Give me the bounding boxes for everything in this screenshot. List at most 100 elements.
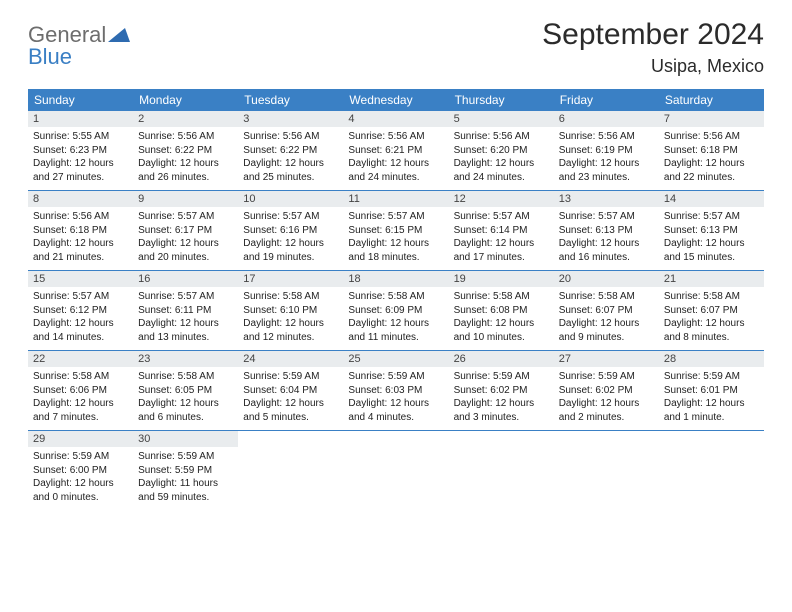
day-number: 21 bbox=[659, 271, 764, 287]
day-details: Sunrise: 5:57 AMSunset: 6:14 PMDaylight:… bbox=[449, 209, 554, 266]
day-details: Sunrise: 5:57 AMSunset: 6:11 PMDaylight:… bbox=[133, 289, 238, 346]
day-cell: 9Sunrise: 5:57 AMSunset: 6:17 PMDaylight… bbox=[133, 191, 238, 271]
weekday-header: Thursday bbox=[449, 89, 554, 111]
day-details: Sunrise: 5:59 AMSunset: 6:00 PMDaylight:… bbox=[28, 449, 133, 506]
day-number: 25 bbox=[343, 351, 448, 367]
day-number: 11 bbox=[343, 191, 448, 207]
day-details: Sunrise: 5:58 AMSunset: 6:07 PMDaylight:… bbox=[554, 289, 659, 346]
day-number: 1 bbox=[28, 111, 133, 127]
day-cell: 15 Sunrise: 5:57 AMSunset: 6:12 PMDayligh… bbox=[28, 271, 133, 351]
day-cell: 3Sunrise: 5:56 AMSunset: 6:22 PMDaylight… bbox=[238, 111, 343, 191]
day-cell: 6Sunrise: 5:56 AMSunset: 6:19 PMDaylight… bbox=[554, 111, 659, 191]
week-row: 8 Sunrise: 5:56 AMSunset: 6:18 PMDaylight… bbox=[28, 191, 764, 271]
day-number: 12 bbox=[449, 191, 554, 207]
day-number: 2 bbox=[133, 111, 238, 127]
day-number: 24 bbox=[238, 351, 343, 367]
day-details: Sunrise: 5:59 AMSunset: 6:02 PMDaylight:… bbox=[449, 369, 554, 426]
calendar-page: General Blue September 2024 Usipa, Mexic… bbox=[0, 0, 792, 520]
day-details: Sunrise: 5:57 AMSunset: 6:13 PMDaylight:… bbox=[659, 209, 764, 266]
day-number: 20 bbox=[554, 271, 659, 287]
day-details: Sunrise: 5:58 AMSunset: 6:10 PMDaylight:… bbox=[238, 289, 343, 346]
day-number: 13 bbox=[554, 191, 659, 207]
day-cell: 4 Sunrise: 5:56 AMSunset: 6:21 PMDaylight… bbox=[343, 111, 448, 191]
day-details: Sunrise: 5:56 AMSunset: 6:22 PMDaylight:… bbox=[133, 129, 238, 186]
weekday-header: Wednesday bbox=[343, 89, 448, 111]
calendar-table: Sunday Monday Tuesday Wednesday Thursday… bbox=[28, 89, 764, 510]
day-cell bbox=[238, 431, 343, 511]
day-details: Sunrise: 5:58 AMSunset: 6:06 PMDaylight:… bbox=[28, 369, 133, 426]
day-number: 30 bbox=[133, 431, 238, 447]
day-number: 17 bbox=[238, 271, 343, 287]
day-cell: 17 Sunrise: 5:58 AMSunset: 6:10 PMDayligh… bbox=[238, 271, 343, 351]
day-cell: 22 Sunrise: 5:58 AMSunset: 6:06 PMDayligh… bbox=[28, 351, 133, 431]
day-number: 4 bbox=[343, 111, 448, 127]
logo: General Blue bbox=[28, 18, 130, 68]
day-cell: 19 Sunrise: 5:58 AMSunset: 6:08 PMDayligh… bbox=[449, 271, 554, 351]
day-number: 9 bbox=[133, 191, 238, 207]
day-cell: 11 Sunrise: 5:57 AMSunset: 6:15 PMDayligh… bbox=[343, 191, 448, 271]
day-cell: 14 Sunrise: 5:57 AMSunset: 6:13 PMDayligh… bbox=[659, 191, 764, 271]
week-row: 22 Sunrise: 5:58 AMSunset: 6:06 PMDayligh… bbox=[28, 351, 764, 431]
day-details: Sunrise: 5:59 AMSunset: 6:04 PMDaylight:… bbox=[238, 369, 343, 426]
day-number: 14 bbox=[659, 191, 764, 207]
day-number: 5 bbox=[449, 111, 554, 127]
day-cell: 12 Sunrise: 5:57 AMSunset: 6:14 PMDayligh… bbox=[449, 191, 554, 271]
logo-text: General Blue bbox=[28, 24, 130, 68]
day-cell: 18 Sunrise: 5:58 AMSunset: 6:09 PMDayligh… bbox=[343, 271, 448, 351]
day-cell: 27Sunrise: 5:59 AMSunset: 6:02 PMDayligh… bbox=[554, 351, 659, 431]
day-cell: 10 Sunrise: 5:57 AMSunset: 6:16 PMDayligh… bbox=[238, 191, 343, 271]
day-cell: 13Sunrise: 5:57 AMSunset: 6:13 PMDayligh… bbox=[554, 191, 659, 271]
day-details: Sunrise: 5:57 AMSunset: 6:15 PMDaylight:… bbox=[343, 209, 448, 266]
day-details: Sunrise: 5:59 AMSunset: 6:03 PMDaylight:… bbox=[343, 369, 448, 426]
day-cell bbox=[659, 431, 764, 511]
day-cell bbox=[449, 431, 554, 511]
day-cell: 2 Sunrise: 5:56 AMSunset: 6:22 PMDaylight… bbox=[133, 111, 238, 191]
day-cell: 29 Sunrise: 5:59 AMSunset: 6:00 PMDayligh… bbox=[28, 431, 133, 511]
weekday-header: Friday bbox=[554, 89, 659, 111]
day-number: 19 bbox=[449, 271, 554, 287]
day-cell: 26Sunrise: 5:59 AMSunset: 6:02 PMDayligh… bbox=[449, 351, 554, 431]
day-number: 22 bbox=[28, 351, 133, 367]
day-cell: 25 Sunrise: 5:59 AMSunset: 6:03 PMDayligh… bbox=[343, 351, 448, 431]
day-details: Sunrise: 5:57 AMSunset: 6:16 PMDaylight:… bbox=[238, 209, 343, 266]
day-number: 18 bbox=[343, 271, 448, 287]
day-cell: 28 Sunrise: 5:59 AMSunset: 6:01 PMDayligh… bbox=[659, 351, 764, 431]
day-cell: 23Sunrise: 5:58 AMSunset: 6:05 PMDayligh… bbox=[133, 351, 238, 431]
day-details: Sunrise: 5:55 AMSunset: 6:23 PMDaylight:… bbox=[28, 129, 133, 186]
weekday-header: Sunday bbox=[28, 89, 133, 111]
weekday-header-row: Sunday Monday Tuesday Wednesday Thursday… bbox=[28, 89, 764, 111]
day-cell bbox=[343, 431, 448, 511]
logo-part2: Blue bbox=[28, 44, 72, 69]
week-row: 1 Sunrise: 5:55 AMSunset: 6:23 PMDaylight… bbox=[28, 111, 764, 191]
day-details: Sunrise: 5:56 AMSunset: 6:19 PMDaylight:… bbox=[554, 129, 659, 186]
day-details: Sunrise: 5:58 AMSunset: 6:08 PMDaylight:… bbox=[449, 289, 554, 346]
day-details: Sunrise: 5:56 AMSunset: 6:18 PMDaylight:… bbox=[28, 209, 133, 266]
day-cell bbox=[554, 431, 659, 511]
day-details: Sunrise: 5:56 AMSunset: 6:21 PMDaylight:… bbox=[343, 129, 448, 186]
day-details: Sunrise: 5:58 AMSunset: 6:07 PMDaylight:… bbox=[659, 289, 764, 346]
location-text: Usipa, Mexico bbox=[542, 56, 764, 77]
day-cell: 7Sunrise: 5:56 AMSunset: 6:18 PMDaylight… bbox=[659, 111, 764, 191]
day-details: Sunrise: 5:58 AMSunset: 6:05 PMDaylight:… bbox=[133, 369, 238, 426]
day-details: Sunrise: 5:59 AMSunset: 6:01 PMDaylight:… bbox=[659, 369, 764, 426]
day-number: 28 bbox=[659, 351, 764, 367]
month-title: September 2024 bbox=[542, 18, 764, 52]
calendar-body: 1 Sunrise: 5:55 AMSunset: 6:23 PMDaylight… bbox=[28, 111, 764, 510]
weekday-header: Tuesday bbox=[238, 89, 343, 111]
logo-triangle-icon bbox=[108, 26, 130, 42]
day-details: Sunrise: 5:57 AMSunset: 6:12 PMDaylight:… bbox=[28, 289, 133, 346]
day-cell: 1 Sunrise: 5:55 AMSunset: 6:23 PMDaylight… bbox=[28, 111, 133, 191]
day-details: Sunrise: 5:59 AMSunset: 5:59 PMDaylight:… bbox=[133, 449, 238, 506]
weekday-header: Saturday bbox=[659, 89, 764, 111]
week-row: 15 Sunrise: 5:57 AMSunset: 6:12 PMDayligh… bbox=[28, 271, 764, 351]
day-number: 29 bbox=[28, 431, 133, 447]
day-details: Sunrise: 5:56 AMSunset: 6:20 PMDaylight:… bbox=[449, 129, 554, 186]
day-cell: 24 Sunrise: 5:59 AMSunset: 6:04 PMDayligh… bbox=[238, 351, 343, 431]
day-details: Sunrise: 5:58 AMSunset: 6:09 PMDaylight:… bbox=[343, 289, 448, 346]
page-header: General Blue September 2024 Usipa, Mexic… bbox=[28, 18, 764, 77]
day-cell: 16Sunrise: 5:57 AMSunset: 6:11 PMDayligh… bbox=[133, 271, 238, 351]
day-number: 10 bbox=[238, 191, 343, 207]
day-number: 15 bbox=[28, 271, 133, 287]
weekday-header: Monday bbox=[133, 89, 238, 111]
day-number: 8 bbox=[28, 191, 133, 207]
